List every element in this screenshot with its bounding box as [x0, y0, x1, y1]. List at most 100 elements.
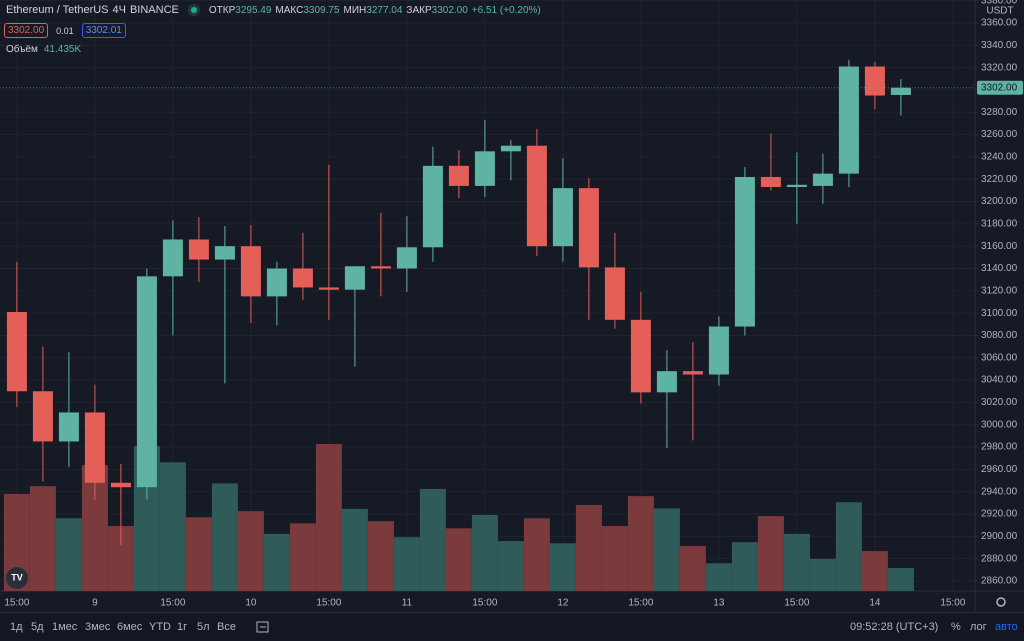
y-tick-label: 3320.00 — [981, 62, 1018, 73]
candle-body — [58, 412, 79, 442]
volume-bar — [549, 543, 576, 591]
volume-bar — [835, 502, 862, 591]
candle-body — [552, 188, 573, 247]
candle-body — [760, 176, 781, 188]
range-button[interactable]: 1д — [10, 621, 23, 633]
settings-icon[interactable] — [996, 597, 1006, 607]
volume-bar — [471, 515, 498, 591]
range-button[interactable]: 5л — [197, 621, 210, 633]
y-tick-label: 2980.00 — [981, 442, 1018, 453]
volume-bar — [575, 505, 602, 591]
volume-bar — [783, 533, 810, 591]
y-tick-label: 3120.00 — [981, 285, 1018, 296]
symbol[interactable]: Ethereum / TetherUS — [6, 4, 109, 16]
range-button[interactable]: 1г — [177, 621, 188, 633]
last-price-tag — [977, 80, 1023, 95]
logo-mark: TV — [11, 572, 23, 582]
volume-value: 41.435K — [43, 44, 82, 55]
logo[interactable] — [6, 567, 28, 589]
y-tick-label: 3000.00 — [981, 419, 1018, 430]
y-tick-label: 3160.00 — [981, 241, 1018, 252]
log-toggle[interactable]: лог — [970, 621, 987, 633]
candle-body — [474, 151, 495, 186]
low-label: МИН — [343, 4, 367, 16]
open-label: ОТКР — [208, 4, 236, 16]
y-tick-label: 3140.00 — [981, 263, 1018, 274]
y-tick-label: 2920.00 — [981, 509, 1018, 520]
candle-body — [318, 287, 339, 290]
percent-toggle[interactable]: % — [951, 621, 961, 633]
volume-bar — [445, 528, 472, 591]
range-button[interactable]: Все — [217, 621, 236, 633]
volume-bar — [731, 542, 758, 591]
candle-body — [448, 165, 469, 186]
candle-body — [6, 312, 27, 392]
x-tick-label: 9 — [92, 598, 98, 609]
range-button[interactable]: 5д — [31, 621, 44, 633]
candle-body — [84, 412, 105, 483]
candle-body — [526, 145, 547, 247]
y-tick-label: 3380.00 — [981, 0, 1018, 6]
legend-row: Ethereum / TetherUS 4Ч BINANCE ОТКР 3295… — [6, 4, 541, 16]
close-value: 3302.00 — [431, 4, 468, 16]
volume-bar — [497, 541, 524, 591]
open-value: 3295.49 — [235, 4, 272, 16]
range-button[interactable]: 1мес — [52, 621, 78, 633]
candle-body — [292, 268, 313, 288]
candle-body — [864, 66, 885, 96]
y-tick-label: 3180.00 — [981, 218, 1018, 229]
y-tick-label: 2880.00 — [981, 553, 1018, 564]
clock[interactable]: 09:52:28 (UTC+3) — [850, 621, 939, 633]
candle-body — [188, 239, 209, 260]
volume-bar — [679, 546, 706, 591]
volume-bar — [653, 508, 680, 591]
range-button[interactable]: 6мес — [117, 621, 143, 633]
candle-body — [630, 319, 651, 393]
axes: 2860.00 2880.00 2900.00 2920.00 2940.00 2960.… — [0, 0, 1023, 609]
candle-body — [500, 145, 521, 152]
volume-label: Объём — [6, 44, 38, 55]
x-tick-label: 12 — [557, 598, 569, 609]
exchange: BINANCE — [129, 4, 179, 16]
range-button[interactable]: YTD — [149, 621, 171, 633]
volume-bar — [29, 486, 56, 591]
candle-body — [708, 326, 729, 375]
low-value: 3277.04 — [366, 4, 403, 16]
y-tick-label: 2960.00 — [981, 464, 1018, 475]
candle-body — [214, 246, 235, 260]
candle-body — [422, 165, 443, 248]
candle-body — [890, 87, 911, 95]
y-tick-label: 3200.00 — [981, 196, 1018, 207]
y-tick-label: 3040.00 — [981, 375, 1018, 386]
y-tick-label: 3280.00 — [981, 107, 1018, 118]
y-tick-label: 2900.00 — [981, 531, 1018, 542]
bottom-toolbar: 09:52:28 (UTC+3) % лог авто 1д 5д 1мес 3мес… — [0, 612, 1024, 641]
volume-bar — [185, 517, 212, 591]
candle-body — [344, 266, 365, 290]
candle-body — [266, 268, 287, 297]
volume-bar — [263, 533, 290, 591]
interval[interactable]: 4Ч — [112, 4, 126, 16]
volume-bar — [55, 518, 82, 591]
y-tick-label: 3220.00 — [981, 174, 1018, 185]
candle-body — [32, 391, 53, 442]
x-tick-label: 13 — [713, 598, 725, 609]
date-range-icon[interactable] — [256, 620, 270, 634]
chart: 2860.00 2880.00 2900.00 2920.00 2940.00 2960.… — [0, 0, 1024, 612]
x-tick-label: 15:00 — [628, 598, 653, 609]
buy-button[interactable]: 3302.01 — [81, 23, 126, 38]
volume-bar — [211, 483, 238, 591]
spread: 0.01 — [56, 25, 74, 36]
candle-body — [682, 371, 703, 375]
y-tick-label: 3240.00 — [981, 152, 1018, 163]
range-button[interactable]: 3мес — [85, 621, 111, 633]
candle-body — [838, 66, 859, 174]
sell-button[interactable]: 3302.00 — [4, 23, 49, 38]
volume-bar — [601, 526, 628, 591]
volume-bar — [809, 558, 836, 591]
candle-body — [786, 184, 807, 188]
y-tick-label: 3260.00 — [981, 129, 1018, 140]
auto-toggle[interactable]: авто — [995, 621, 1018, 633]
volume-bar — [289, 523, 316, 591]
